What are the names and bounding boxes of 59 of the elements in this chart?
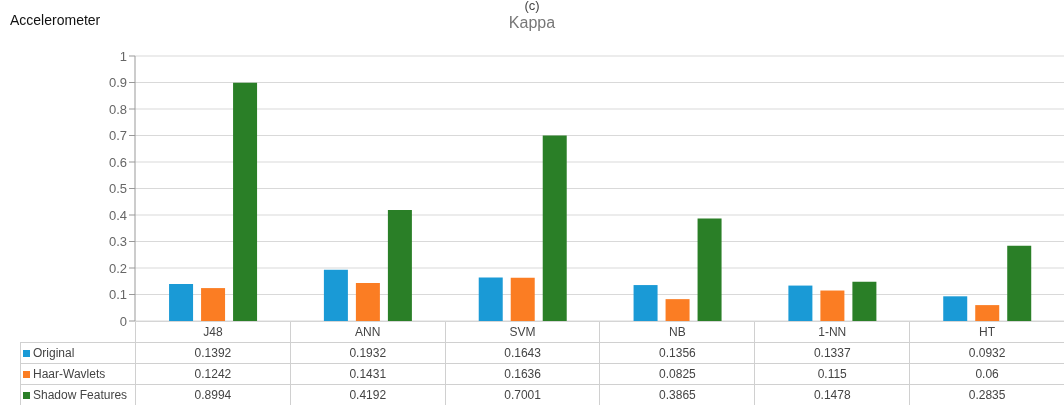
y-tick-label: 0.3 <box>108 234 127 250</box>
bar <box>820 290 845 321</box>
data-label: 0.1643 <box>445 342 600 364</box>
bar <box>323 269 348 321</box>
text: (c) <box>523 0 541 13</box>
x-tick-label: ANN <box>290 321 446 343</box>
bar <box>665 299 690 321</box>
x-tick-label: SVM <box>445 321 600 343</box>
data-label: 0.4192 <box>290 384 446 405</box>
data-label: 0.1392 <box>135 342 291 364</box>
y-tick-label: 0.5 <box>108 181 127 197</box>
y-tick-label: 0.6 <box>108 154 127 170</box>
bar <box>169 284 194 321</box>
bar <box>1007 245 1032 321</box>
data-label: 0.0825 <box>599 363 755 385</box>
x-tick-label: NB <box>599 321 755 343</box>
legend-label: Shadow Features <box>20 384 136 405</box>
bar <box>697 218 722 321</box>
data-label: 0.2835 <box>909 384 1064 405</box>
data-label: 0.1242 <box>135 363 291 385</box>
y-tick-label: 0.2 <box>108 260 127 276</box>
data-label: 0.115 <box>754 363 910 385</box>
legend-label: Original <box>20 342 136 364</box>
data-label: 0.8994 <box>135 384 291 405</box>
data-label: 0.1478 <box>754 384 910 405</box>
bar <box>852 281 877 321</box>
data-label: 0.1431 <box>290 363 446 385</box>
bar <box>975 305 1000 321</box>
data-label: 0.0932 <box>909 342 1064 364</box>
data-label: 0.3865 <box>599 384 755 405</box>
bar <box>478 277 503 321</box>
bar <box>233 82 258 321</box>
legend-label: Haar-Wavlets <box>20 363 136 385</box>
x-tick-label: 1-NN <box>754 321 910 343</box>
data-label: 0.1636 <box>445 363 600 385</box>
bar <box>943 296 968 321</box>
x-tick-label: J48 <box>135 321 291 343</box>
y-tick-label: 0.8 <box>108 101 127 117</box>
bar <box>633 285 658 321</box>
bar <box>542 135 567 321</box>
bar <box>387 209 412 321</box>
data-label: 0.1932 <box>290 342 446 364</box>
data-label: 0.1337 <box>754 342 910 364</box>
y-tick-label: 0.9 <box>108 75 127 91</box>
x-tick-label: HT <box>909 321 1064 343</box>
data-label: 0.7001 <box>445 384 600 405</box>
y-tick-label: 0.1 <box>108 287 127 303</box>
y-tick-label: 1 <box>119 48 127 64</box>
data-label: 0.1356 <box>599 342 755 364</box>
y-tick-label: 0.7 <box>108 128 127 144</box>
bar <box>510 277 535 321</box>
bar <box>355 283 380 321</box>
y-tick-label: 0.4 <box>108 207 127 223</box>
bar <box>788 285 813 321</box>
chart-title: Kappa <box>508 14 556 31</box>
data-label: 0.06 <box>909 363 1064 385</box>
bar <box>201 288 226 321</box>
y-tick-label: 0 <box>119 313 127 329</box>
chart-subtitle: Accelerometer <box>10 12 101 28</box>
